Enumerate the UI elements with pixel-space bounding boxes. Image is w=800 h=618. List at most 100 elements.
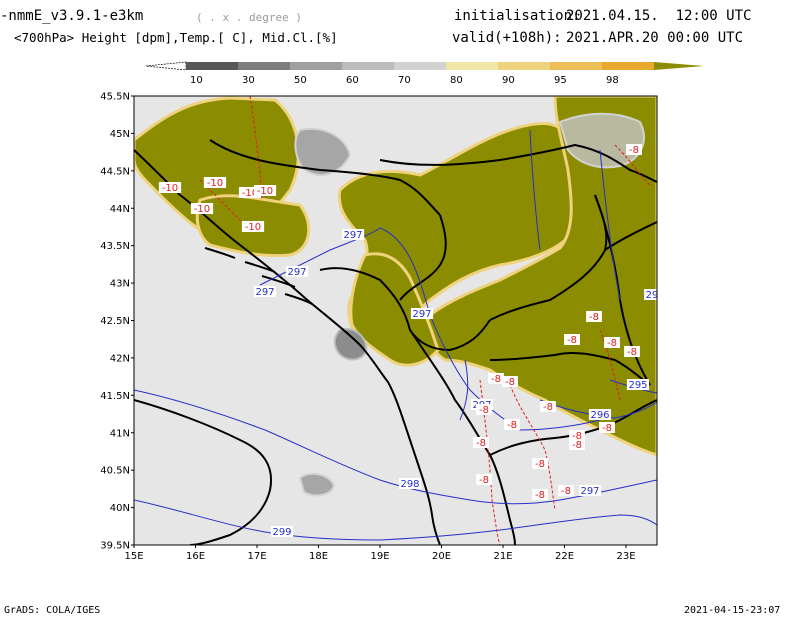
temp-contour-label-bg: [473, 437, 489, 448]
border-east-edge: [604, 221, 657, 251]
lon-tick-label: 16E: [186, 551, 205, 562]
temp-contour-label: -8: [589, 312, 599, 323]
colorbar-segment: [186, 62, 238, 70]
height-contour-label-bg: [626, 379, 650, 390]
temp-contour-label-bg: [558, 485, 574, 496]
colorbar-segment: [446, 62, 498, 70]
colorbar-label: 30: [242, 75, 255, 86]
temp-contour-label-bg: [488, 373, 504, 384]
height-contour-label: 297: [255, 287, 274, 298]
colorbar-segment: [290, 62, 342, 70]
height-contour-label-bg: [398, 478, 422, 489]
temp-contour-label: -8: [491, 374, 501, 385]
lon-tick-label: 23E: [616, 551, 635, 562]
temp-contour-label: -10: [257, 186, 273, 197]
lat-tick-label: 41N: [110, 428, 130, 439]
height-contour-label: 297: [343, 230, 362, 241]
colorbar-segment: [394, 62, 446, 70]
lat-tick-label: 45.5N: [100, 92, 130, 103]
colorbar-label: 10: [190, 75, 203, 86]
init-value: 2021.04.15. 12:00 UTC: [566, 8, 752, 24]
colorbar-label: 70: [398, 75, 411, 86]
height-contour-label-bg: [644, 289, 657, 300]
temp-contour-label: -8: [602, 423, 612, 434]
colorbar-label: 60: [346, 75, 359, 86]
temp-contour-label-bg: [238, 187, 262, 198]
height-contour-labels: 29729729729729729629529829729929: [253, 229, 659, 538]
field-description: <700hPa> Height [dpm],Temp.[ C], Mid.Cl.…: [14, 30, 338, 45]
border-bosnia-croatia: [209, 139, 441, 216]
height-contour-label-bg: [410, 308, 434, 319]
cloud-area-gray-south: [333, 327, 368, 361]
lat-tick-label: 42.5N: [100, 316, 130, 327]
colorbar-segment: [550, 62, 602, 70]
temp-contour-label-bg: [504, 419, 520, 430]
height-contour-label: 29: [646, 290, 659, 301]
temp-contour-labels: -10 -10-10-10-10-10-8-8-8 -8-8-8 -8-8-8-8-8…: [158, 144, 642, 501]
temp-contour-label: -8: [507, 420, 517, 431]
river-1: [529, 129, 541, 251]
grid-note: ( . x . degree ): [196, 11, 302, 24]
height-contour-label-bg: [588, 409, 612, 420]
lat-tick-label: 44.5N: [100, 166, 130, 177]
temp-contour-label: -10: [194, 204, 210, 215]
temp-contour-label: -8: [479, 475, 489, 486]
temp-contour-label-bg: [502, 376, 518, 387]
height-contour-label: 298: [400, 479, 419, 490]
river-2: [599, 149, 621, 301]
colorbar-segment: [602, 62, 654, 70]
height-contour-299: [134, 499, 657, 541]
height-contour-label: 297: [412, 309, 431, 320]
island-4: [204, 247, 236, 259]
border-greece: [489, 454, 516, 545]
temp-contour-label-bg: [532, 489, 548, 500]
temp-contour-label-bg: [158, 182, 182, 193]
longitude-ticks: 15E 16E 17E 18E 19E 20E 21E 22E 23E: [124, 545, 636, 562]
colorbar-label: 80: [450, 75, 463, 86]
temp-contour-label: -10: [207, 178, 223, 189]
footer-timestamp: 2021-04-15-23:07: [684, 605, 781, 616]
valid-value: 2021.APR.20 00:00 UTC: [566, 30, 744, 46]
map-panel: 29729729729729729629529829729929 -10-10-…: [134, 96, 659, 545]
lat-tick-label: 43N: [110, 279, 130, 290]
lat-tick-label: 40.5N: [100, 466, 130, 477]
temp-contour-label: -10: [242, 188, 258, 199]
island-1: [244, 261, 276, 273]
temp-contour-label: -8: [479, 405, 489, 416]
height-contour-label: 297: [287, 267, 306, 278]
height-contour-label-bg: [341, 229, 365, 240]
temp-contour-1: [249, 96, 263, 201]
lon-tick-label: 20E: [432, 551, 451, 562]
temp-contour-label-bg: [203, 177, 227, 188]
temp-contour-label-bg: [190, 203, 214, 214]
colorbar-segment: [342, 62, 394, 70]
init-label: initialisation:: [454, 8, 581, 24]
temp-contour-label-bg: [540, 401, 556, 412]
temp-contour-label-bg: [586, 311, 602, 322]
temp-contour-label: -8: [627, 347, 637, 358]
temp-contour-label-bg: [532, 458, 548, 469]
temp-contour-label: -8: [561, 486, 571, 497]
height-contour-label: 299: [272, 527, 291, 538]
colorbar-label: 95: [554, 75, 567, 86]
colorbar-label: 90: [502, 75, 515, 86]
border-bosnia-serbia: [399, 214, 447, 301]
lat-tick-label: 44N: [110, 204, 130, 215]
island-2: [261, 275, 296, 288]
lat-tick-label: 39.5N: [100, 541, 130, 552]
temp-contour-label: -8: [535, 490, 545, 501]
temp-contour-label-bg: [569, 439, 585, 450]
temp-contour-label-bg: [599, 422, 615, 433]
lat-tick-label: 43.5N: [100, 241, 130, 252]
temp-contour-4: [599, 329, 621, 401]
temp-contour-label: -8: [629, 145, 639, 156]
temp-contour-label-bg: [253, 185, 277, 196]
temp-contour-label: -8: [567, 335, 577, 346]
colorbar-segment: [498, 62, 550, 70]
latitude-ticks: 45.5N 45N 44.5N 44N 43.5N 43N 42.5N 42N 41.5N 41N…: [100, 92, 134, 552]
cloud-area-gray-albania: [298, 472, 336, 497]
colorbar: 10 30 50 60 70 80 90 95 98: [145, 61, 704, 86]
coastline-italy: [134, 399, 273, 545]
height-contour-296: [539, 399, 657, 419]
